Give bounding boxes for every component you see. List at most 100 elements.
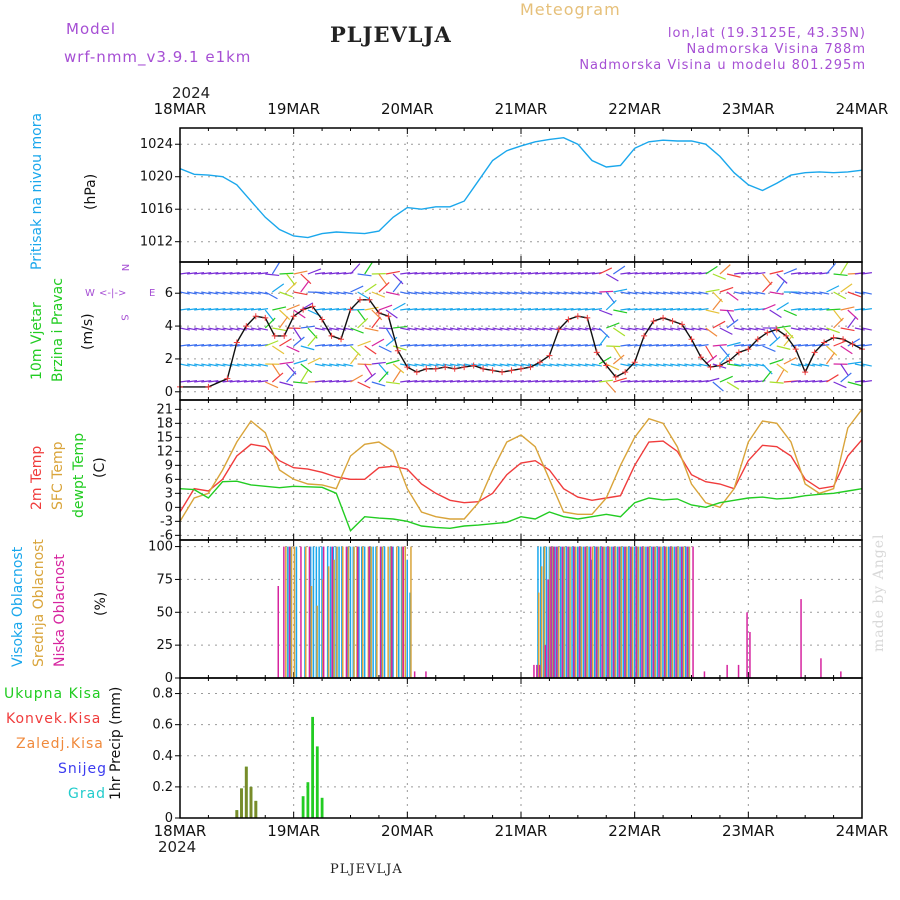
- wind-speed-marker: [404, 364, 411, 371]
- wind-barb: [520, 272, 531, 275]
- wind-barb: [570, 380, 581, 383]
- wind-barb: [392, 273, 404, 285]
- cloud-bar: [295, 546, 298, 678]
- cloud-bar: [596, 546, 599, 678]
- wind-barb: [599, 290, 614, 293]
- wind-barb: [620, 363, 631, 367]
- wind-barb: [726, 291, 739, 301]
- wind-barb: [243, 380, 254, 383]
- wind-barb: [620, 344, 631, 347]
- wind-barb: [577, 291, 588, 295]
- wind-compass: N W <-|-> E S: [85, 262, 155, 332]
- wind-barb: [314, 380, 325, 383]
- cloud-bar: [396, 546, 398, 678]
- wind-barb: [392, 369, 402, 383]
- wind-barb: [840, 345, 853, 355]
- wind-barb: [421, 272, 432, 275]
- wind-barb: [300, 363, 313, 374]
- cloud-bar: [557, 546, 560, 678]
- wind-barb: [755, 291, 766, 295]
- wind-barb: [847, 381, 862, 387]
- wind-barb: [343, 291, 354, 295]
- y-tick-label: 9: [165, 458, 173, 473]
- wind-barb: [520, 344, 531, 347]
- wind-barb: [400, 380, 411, 383]
- wind-barb: [840, 261, 849, 275]
- wind-barb: [613, 288, 628, 293]
- cloud-bar: [603, 546, 605, 678]
- wind-barb: [321, 308, 333, 311]
- cloud-bar: [336, 546, 338, 678]
- cloud-bar: [687, 546, 690, 678]
- wind-barb: [528, 272, 539, 275]
- wind-speed-marker: [754, 336, 761, 343]
- wind-barb: [705, 327, 718, 337]
- wind-barb: [435, 272, 446, 275]
- wind-barb: [464, 272, 475, 275]
- precip-bar: [254, 800, 258, 818]
- wind-barb: [819, 363, 830, 367]
- wind-barb: [591, 291, 602, 295]
- wind-barb: [584, 344, 595, 347]
- wind-speed-marker: [319, 316, 326, 323]
- cloud-bar: [562, 546, 565, 678]
- wind-barb: [492, 272, 503, 275]
- wind-barb: [449, 308, 460, 311]
- wind-barb: [414, 380, 425, 383]
- wind-barb: [812, 327, 823, 331]
- wind-barb: [229, 327, 240, 331]
- panel-frame-cloud: [179, 539, 863, 679]
- cloud-bar: [352, 546, 354, 678]
- cloud-bar: [619, 546, 622, 678]
- wind-barb: [329, 272, 340, 275]
- panel-frame-precipitation: [179, 677, 863, 819]
- wind-speed-marker: [347, 306, 354, 313]
- cloud-bar: [376, 546, 378, 678]
- cloud-bar: [290, 546, 292, 678]
- cloud-bar: [326, 546, 329, 678]
- wind-barb: [528, 344, 539, 347]
- wind-barb: [464, 380, 475, 383]
- wind-barb: [748, 291, 759, 295]
- wind-barb: [726, 309, 735, 323]
- cloud-bar: [347, 546, 350, 678]
- x-label-top: 19MAR: [267, 100, 320, 118]
- cloud-bar: [673, 546, 676, 678]
- wind-barb: [279, 309, 291, 320]
- wind-barb: [769, 336, 781, 347]
- y-tick-label: 21: [156, 402, 173, 417]
- wind-barb: [797, 380, 809, 383]
- coords-label: lon,lat (19.3125E, 43.35N): [667, 26, 866, 41]
- wind-barb: [506, 380, 517, 383]
- wind-barb: [513, 327, 524, 331]
- wind-barb: [215, 363, 226, 367]
- wind-barb: [641, 308, 652, 311]
- wind-barb: [861, 380, 872, 383]
- cloud-bar: [662, 546, 664, 678]
- wind-barb: [364, 345, 377, 355]
- wind-barb: [719, 375, 733, 383]
- wind-barb: [208, 308, 219, 311]
- wind-barb: [670, 363, 681, 367]
- wind-barb: [421, 344, 432, 347]
- wind-barb: [343, 363, 354, 367]
- wind-barb: [826, 327, 840, 334]
- cloud-bar: [677, 546, 679, 678]
- wind-barb: [456, 308, 468, 311]
- cloud-bar: [552, 546, 554, 678]
- wind-barb: [378, 273, 388, 286]
- wind-barb: [314, 291, 325, 295]
- wind-barb: [357, 317, 369, 329]
- wind-barb: [506, 308, 517, 311]
- wind-speed-marker: [480, 365, 487, 372]
- cloud-bar: [669, 546, 672, 678]
- wind-barb: [194, 344, 205, 347]
- cloud-bar: [345, 546, 348, 678]
- wind-speed-marker: [650, 318, 657, 325]
- wind-barb: [357, 381, 371, 389]
- wind-barb: [620, 327, 631, 331]
- cloud-bar: [404, 546, 406, 678]
- wind-barb: [847, 361, 862, 365]
- cloud-bar: [575, 546, 577, 678]
